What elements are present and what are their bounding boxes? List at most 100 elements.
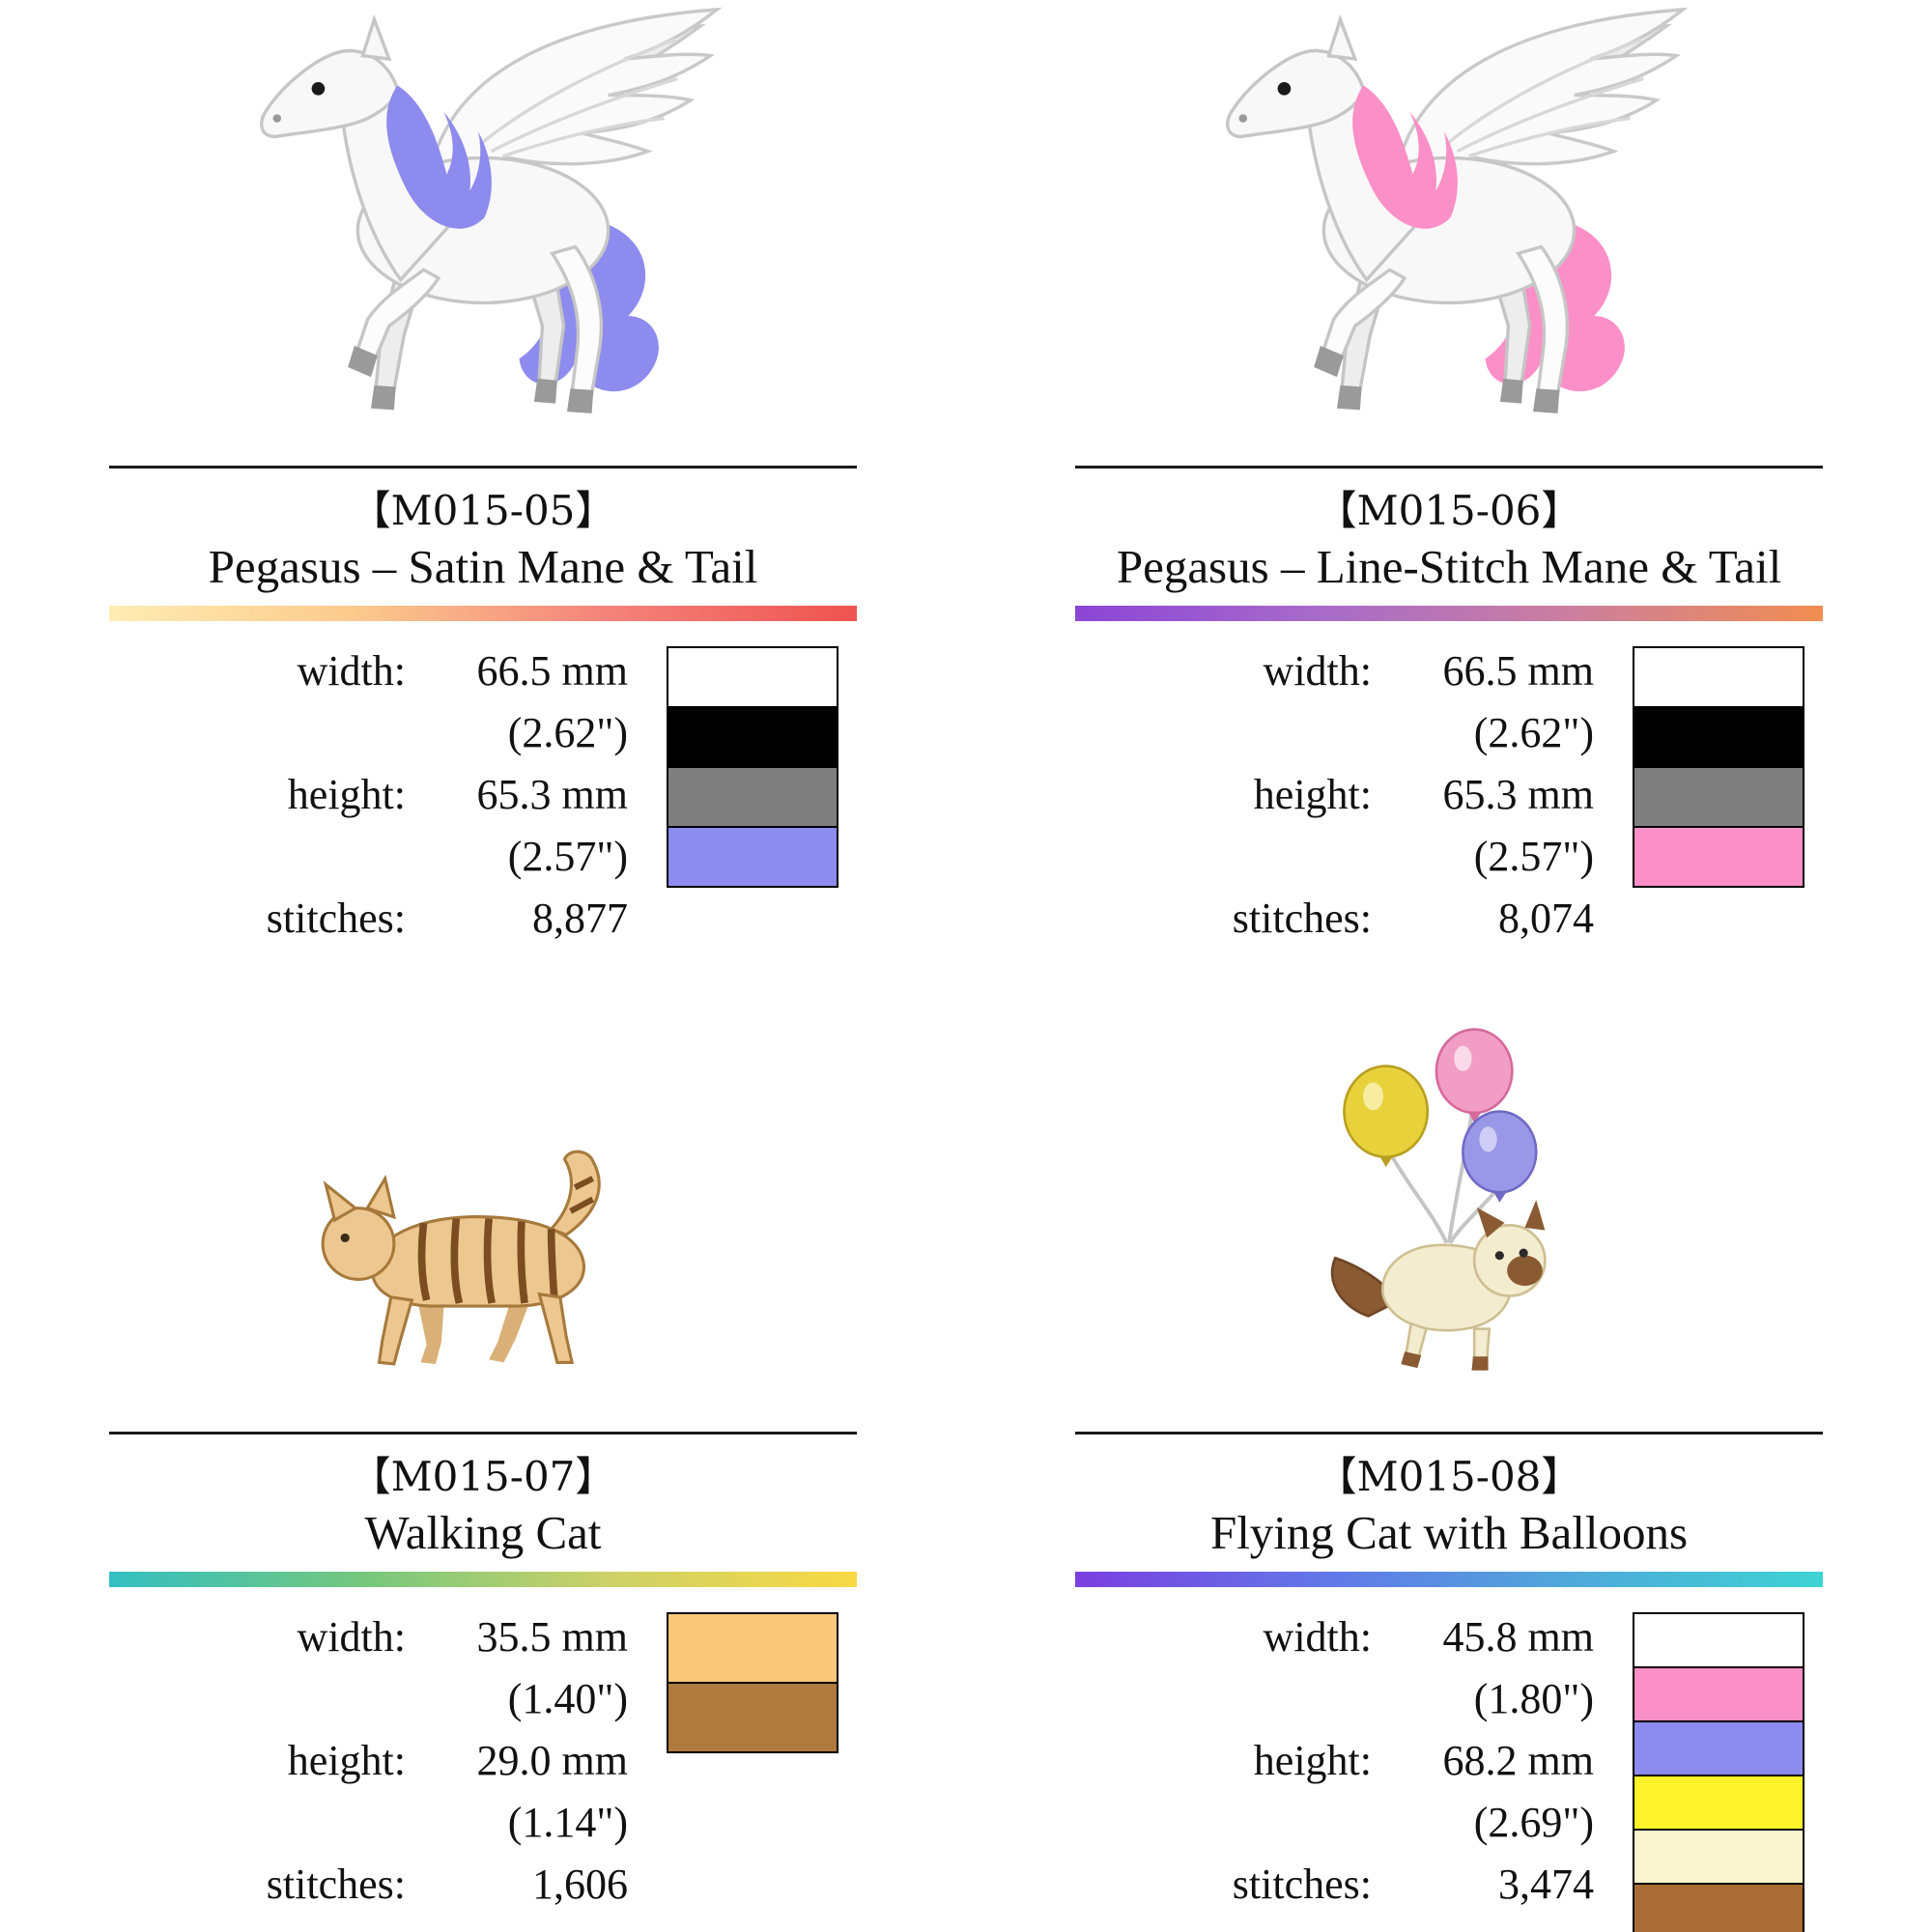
thread-color-swatch xyxy=(1633,1883,1804,1932)
divider-line xyxy=(109,466,857,469)
spec-row-height-inches: (2.57") xyxy=(1082,826,1835,888)
accent-gradient-bar xyxy=(109,1572,857,1587)
height-label: height: xyxy=(287,771,406,818)
spec-table: width: 66.5 mm (2.62") height: 65.3 mm (… xyxy=(1082,640,1835,950)
stitches-value: 1,606 xyxy=(532,1861,628,1908)
thread-color-swatch xyxy=(1633,766,1804,828)
thread-color-swatch xyxy=(1633,1829,1804,1885)
spec-row-height: height: 65.3 mm xyxy=(1082,764,1835,826)
height-value-mm: 29.0 mm xyxy=(476,1737,628,1784)
design-title: Walking Cat xyxy=(364,1506,602,1559)
spec-row-stitches: stitches: 8,074 xyxy=(1082,888,1835,950)
spec-row-width-inches: (1.80") xyxy=(1082,1668,1835,1730)
design-title: Flying Cat with Balloons xyxy=(1209,1506,1689,1559)
stitches-value: 8,877 xyxy=(532,895,628,942)
height-label: height: xyxy=(287,1737,406,1784)
design-title: Pegasus – Line-Stitch Mane & Tail xyxy=(1116,540,1782,593)
divider-line xyxy=(1075,1432,1823,1435)
width-value-inches: (1.40") xyxy=(507,1675,628,1722)
design-card-m015-06: 【M015-06】 Pegasus – Line-Stitch Mane & T… xyxy=(966,0,1932,966)
spacer xyxy=(116,1792,406,1854)
accent-gradient-bar xyxy=(1075,1572,1823,1587)
width-value-inches: (2.62") xyxy=(1473,709,1594,756)
walking-cat-embroidery-image xyxy=(0,981,966,1428)
spec-row-height: height: 29.0 mm xyxy=(116,1730,869,1792)
spec-row-width: width: 45.8 mm xyxy=(1082,1606,1835,1668)
thread-color-swatch xyxy=(1633,706,1804,768)
spacer xyxy=(1082,1792,1372,1854)
thread-color-swatch xyxy=(1633,646,1804,708)
spec-row-height-inches: (2.57") xyxy=(116,826,869,888)
width-label: width: xyxy=(1263,1613,1372,1661)
divider-line xyxy=(109,1432,857,1435)
thread-color-swatch xyxy=(667,706,838,768)
design-title: Pegasus – Satin Mane & Tail xyxy=(208,540,758,593)
width-value-mm: 66.5 mm xyxy=(1442,647,1594,695)
flying-cat-artwork xyxy=(1285,1010,1613,1414)
thread-color-swatch xyxy=(667,826,838,888)
spec-table: width: 66.5 mm (2.62") height: 65.3 mm (… xyxy=(116,640,869,950)
width-value-mm: 45.8 mm xyxy=(1442,1613,1594,1661)
spec-row-width: width: 66.5 mm xyxy=(116,640,869,702)
thread-color-swatch xyxy=(1633,1775,1804,1831)
spec-row-width-inches: (2.62") xyxy=(1082,702,1835,764)
thread-color-swatch xyxy=(667,1682,838,1753)
spec-row-width: width: 66.5 mm xyxy=(1082,640,1835,702)
width-value-mm: 35.5 mm xyxy=(476,1613,628,1661)
width-value-inches: (2.62") xyxy=(507,709,628,756)
accent-gradient-bar xyxy=(1075,606,1823,621)
spec-table: width: 35.5 mm (1.40") height: 29.0 mm (… xyxy=(116,1606,869,1916)
stitches-label: stitches: xyxy=(266,1861,406,1908)
pegasus-line-stitch-embroidery-image xyxy=(966,15,1932,462)
walking-cat-artwork xyxy=(275,1137,691,1389)
flying-cat-embroidery-image xyxy=(966,981,1932,1428)
height-value-inches: (2.57") xyxy=(1473,833,1594,880)
spec-row-stitches: stitches: 1,606 xyxy=(116,1854,869,1916)
design-code: 【M015-05】 xyxy=(350,487,616,534)
width-value-inches: (1.80") xyxy=(1473,1675,1594,1722)
height-value-inches: (2.57") xyxy=(507,833,628,880)
height-value-mm: 65.3 mm xyxy=(476,771,628,818)
width-label: width: xyxy=(297,647,406,695)
thread-color-swatch xyxy=(1633,826,1804,888)
stitches-value: 8,074 xyxy=(1498,895,1594,942)
spec-table: width: 45.8 mm (1.80") height: 68.2 mm (… xyxy=(1082,1606,1835,1932)
design-card-m015-07: 【M015-07】 Walking Cat width: 35.5 mm (1.… xyxy=(0,966,966,1932)
design-code: 【M015-08】 xyxy=(1316,1453,1582,1500)
pegasus-line-stitch-artwork xyxy=(1169,0,1729,448)
spec-row-height: height: 65.3 mm xyxy=(116,764,869,826)
pegasus-satin-artwork xyxy=(203,0,763,448)
spec-row-width-inches: (2.62") xyxy=(116,702,869,764)
height-label: height: xyxy=(1253,771,1372,818)
spec-row-stitches: stitches: 3,474 xyxy=(1082,1854,1835,1916)
stitches-label: stitches: xyxy=(1232,895,1372,942)
height-value-mm: 68.2 mm xyxy=(1442,1737,1594,1784)
thread-color-swatches xyxy=(1633,646,1804,888)
height-value-inches: (1.14") xyxy=(507,1799,628,1846)
thread-color-swatch xyxy=(667,766,838,828)
pegasus-satin-embroidery-image xyxy=(0,15,966,462)
thread-color-swatch xyxy=(667,646,838,708)
spec-row-height-inches: (2.69") xyxy=(1082,1792,1835,1854)
thread-color-swatch xyxy=(1633,1666,1804,1722)
width-value-mm: 66.5 mm xyxy=(476,647,628,695)
spacer xyxy=(1082,826,1372,888)
stitches-value: 3,474 xyxy=(1498,1861,1594,1908)
design-code: 【M015-07】 xyxy=(350,1453,616,1500)
height-label: height: xyxy=(1253,1737,1372,1784)
thread-color-swatch xyxy=(1633,1720,1804,1776)
stitches-label: stitches: xyxy=(1232,1861,1372,1908)
thread-color-swatches xyxy=(1633,1612,1804,1932)
thread-color-swatch xyxy=(1633,1612,1804,1668)
divider-line xyxy=(1075,466,1823,469)
height-value-inches: (2.69") xyxy=(1473,1799,1594,1846)
spec-row-height: height: 68.2 mm xyxy=(1082,1730,1835,1792)
width-label: width: xyxy=(1263,647,1372,695)
thread-color-swatches xyxy=(667,1612,838,1753)
spacer xyxy=(1082,1668,1372,1730)
accent-gradient-bar xyxy=(109,606,857,621)
spec-row-width: width: 35.5 mm xyxy=(116,1606,869,1668)
design-code: 【M015-06】 xyxy=(1316,487,1582,534)
height-value-mm: 65.3 mm xyxy=(1442,771,1594,818)
spacer xyxy=(1082,702,1372,764)
